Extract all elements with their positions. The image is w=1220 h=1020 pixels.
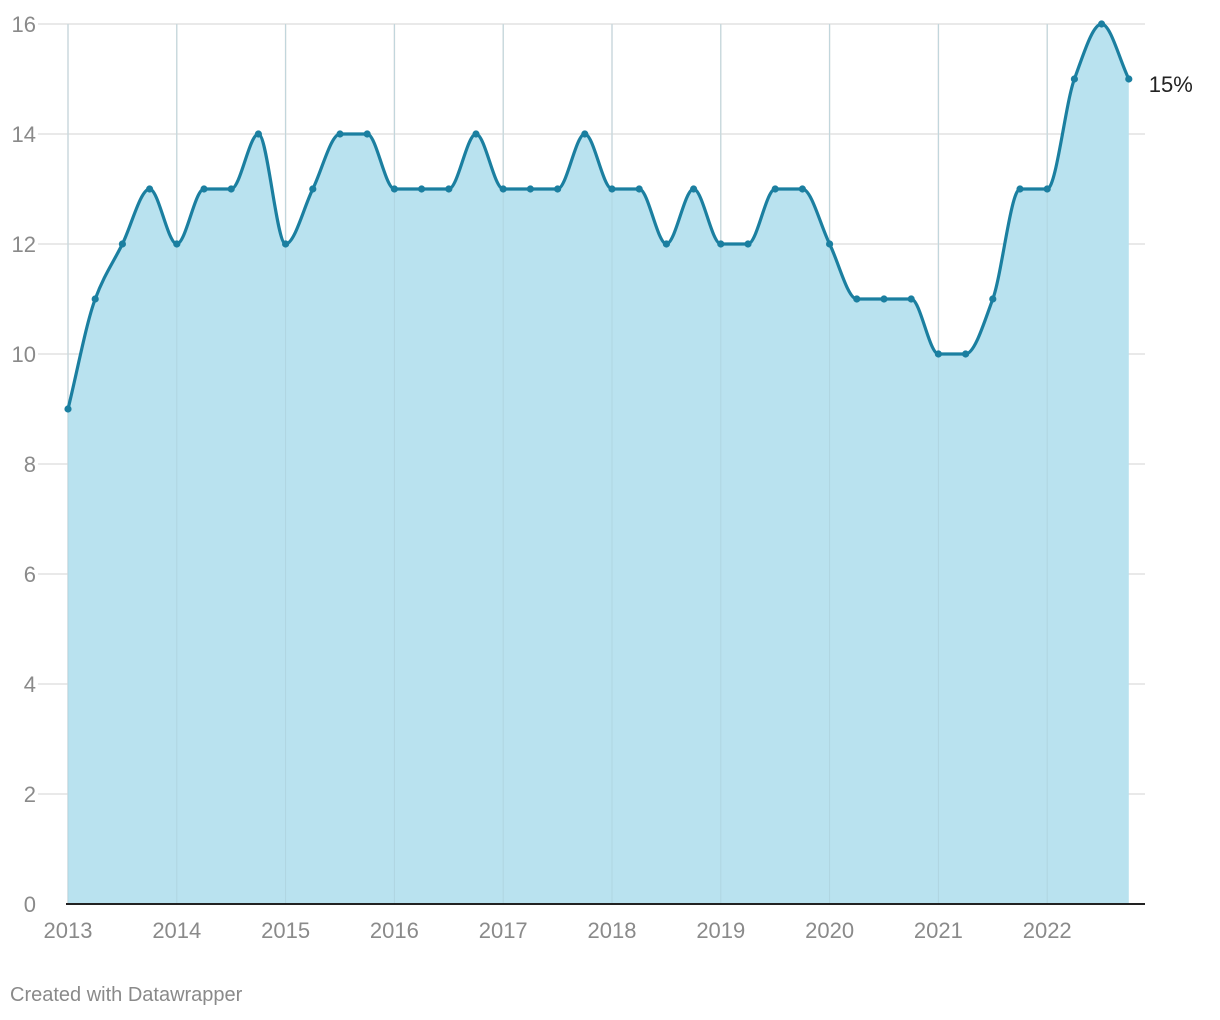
y-tick-label: 0 (24, 892, 36, 917)
data-point (282, 240, 290, 248)
x-tick-label: 2015 (261, 918, 310, 943)
data-point (390, 185, 398, 193)
datawrapper-credit: Created with Datawrapper (10, 984, 243, 1006)
data-point (254, 130, 262, 138)
data-point (907, 295, 915, 303)
data-point (662, 240, 671, 248)
data-points-layer (64, 20, 1133, 413)
data-point (826, 240, 834, 248)
y-tick-label: 8 (24, 452, 36, 477)
y-tick-label: 4 (24, 672, 36, 697)
data-point (309, 185, 317, 193)
y-tick-label: 16 (12, 12, 36, 37)
data-point (1043, 185, 1051, 193)
data-point (554, 185, 562, 193)
data-point (472, 130, 480, 138)
data-point (880, 295, 888, 303)
x-tick-label: 2019 (696, 918, 745, 943)
data-point (1125, 75, 1133, 83)
data-point (91, 295, 99, 303)
data-point (445, 185, 453, 193)
x-tick-label: 2017 (479, 918, 528, 943)
y-tick-label: 6 (24, 562, 36, 587)
data-point (608, 185, 616, 193)
data-point (690, 185, 698, 193)
data-point (499, 185, 507, 193)
data-point (635, 185, 643, 193)
data-point (526, 185, 535, 193)
data-point (146, 185, 154, 193)
data-point (200, 185, 208, 193)
data-point (363, 130, 371, 138)
data-point (934, 350, 943, 358)
x-tick-label: 2021 (914, 918, 963, 943)
data-point (744, 240, 752, 248)
end-value-label: 15% (1149, 72, 1193, 97)
data-point (418, 185, 426, 193)
data-point (771, 185, 779, 193)
x-tick-label: 2022 (1023, 918, 1072, 943)
y-tick-label: 14 (12, 122, 36, 147)
area-fill (68, 24, 1129, 904)
data-point (853, 295, 861, 303)
data-point (989, 295, 997, 303)
data-point (173, 240, 181, 248)
x-tick-label: 2013 (44, 918, 93, 943)
y-tick-label: 12 (12, 232, 36, 257)
data-point (227, 185, 235, 193)
data-point (1098, 20, 1106, 28)
data-point (962, 350, 970, 358)
data-point (717, 240, 725, 248)
y-tick-label: 2 (24, 782, 36, 807)
y-axis-tick-labels: 0 2 4 6 8 10 12 14 16 (12, 12, 36, 917)
x-tick-label: 2014 (152, 918, 201, 943)
data-point (1070, 75, 1078, 83)
data-point (118, 240, 126, 248)
x-tick-label: 2020 (805, 918, 854, 943)
y-tick-label: 10 (12, 342, 36, 367)
data-point (336, 130, 344, 138)
x-tick-label: 2016 (370, 918, 419, 943)
data-point (64, 405, 72, 413)
data-point (1016, 185, 1024, 193)
data-point (798, 185, 807, 193)
data-point (581, 130, 589, 138)
x-tick-label: 2018 (588, 918, 637, 943)
x-axis-tick-labels: 2013 2014 2015 2016 2017 2018 2019 2020 2021 2022 (44, 918, 1072, 943)
area-fill-layer (67, 24, 1129, 904)
